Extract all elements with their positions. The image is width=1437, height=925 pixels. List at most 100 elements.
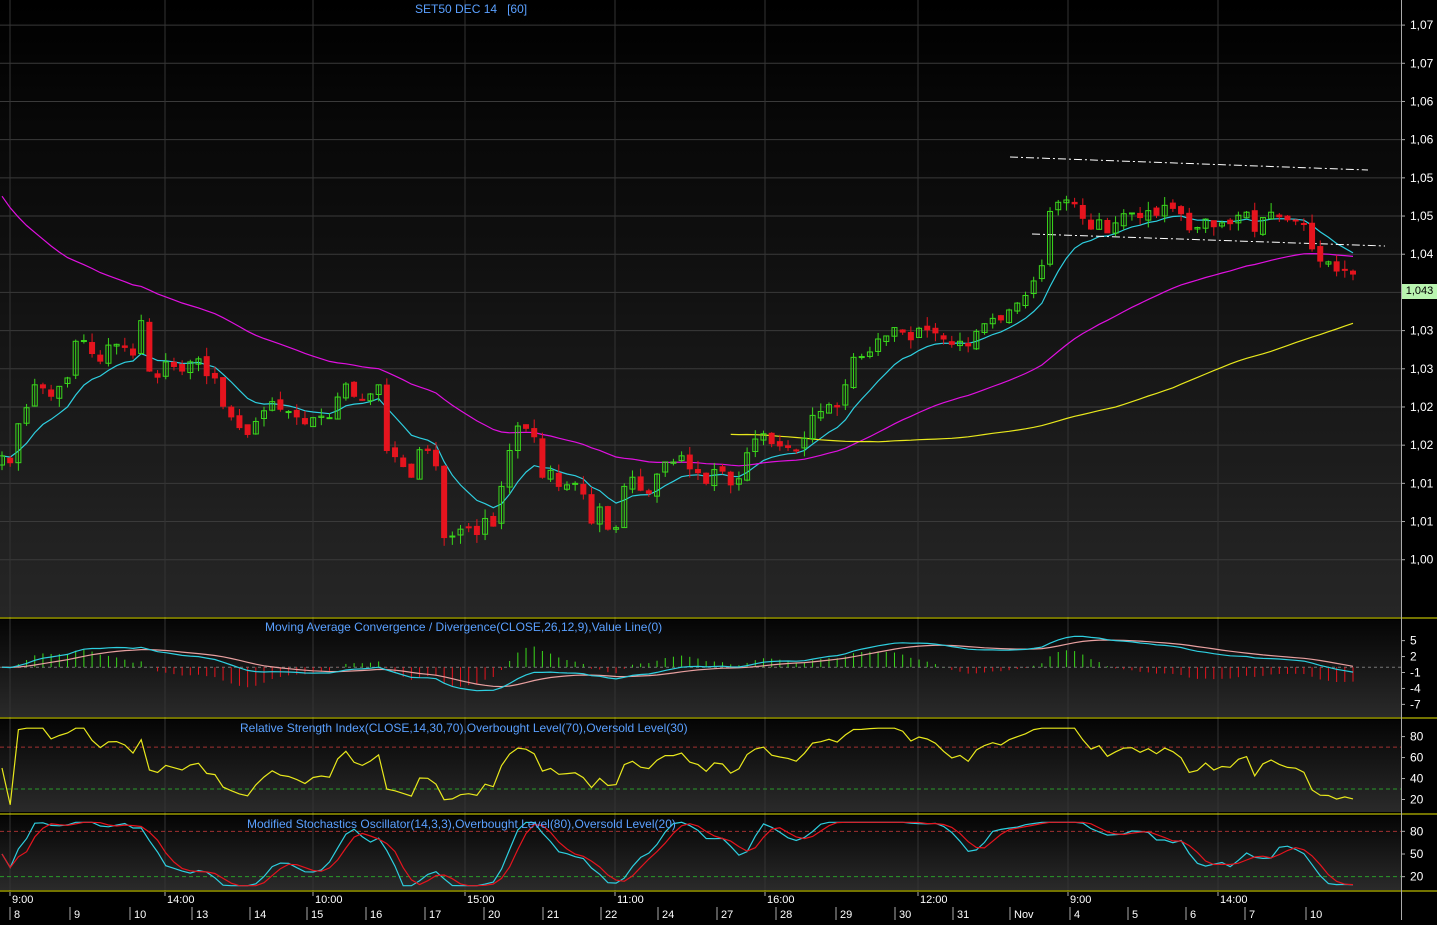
- macd-tick-label: 5: [1410, 634, 1417, 648]
- date-tick-label: 29: [840, 909, 852, 920]
- candle-body: [326, 417, 333, 420]
- candle-body: [719, 466, 726, 472]
- candle-body: [416, 449, 423, 480]
- candle-body: [809, 414, 816, 440]
- candle-body: [1071, 201, 1078, 205]
- date-tick-label: 27: [721, 909, 733, 920]
- candle-body: [907, 332, 914, 341]
- candle-body: [293, 409, 300, 418]
- candle-body: [1128, 212, 1135, 215]
- candle-body: [48, 389, 55, 397]
- rsi-tick-label: 60: [1410, 751, 1424, 765]
- candle-body: [301, 418, 308, 425]
- date-tick-label: 28: [780, 909, 792, 920]
- candle-body: [1112, 222, 1119, 234]
- price-tick-label: 1,05: [1410, 209, 1434, 223]
- date-tick-label: 22: [605, 909, 617, 920]
- candle-body: [711, 469, 718, 487]
- candle-body: [1333, 261, 1340, 272]
- candle-body: [23, 407, 30, 424]
- candle-body: [1259, 217, 1266, 235]
- price-tick-label: 1,03: [1410, 324, 1434, 338]
- candle-body: [1284, 215, 1291, 221]
- date-tick-label: 17: [429, 909, 441, 920]
- symbol-name: SET50 DEC 14: [415, 2, 498, 16]
- candle-body: [596, 506, 603, 525]
- candle-body: [694, 469, 701, 474]
- candle-body: [670, 461, 677, 464]
- price-tick-label: 1,06: [1410, 133, 1434, 147]
- candle-body: [277, 399, 284, 410]
- candle-body: [956, 340, 963, 347]
- candle-body: [15, 423, 22, 464]
- candle-body: [678, 455, 685, 462]
- date-tick-label: 31: [957, 909, 969, 920]
- candle-body: [1022, 294, 1029, 307]
- candle-body: [154, 373, 161, 378]
- price-tick-label: 1,01: [1410, 515, 1434, 529]
- time-tick-label: 10:00: [315, 894, 343, 906]
- candle-body: [318, 415, 325, 418]
- candle-body: [1317, 246, 1324, 262]
- candle-body: [768, 432, 775, 445]
- candle-body: [948, 341, 955, 345]
- candle-body: [629, 476, 636, 490]
- candle-body: [924, 325, 931, 331]
- date-tick-label: 21: [547, 909, 559, 920]
- candle-body: [400, 457, 407, 468]
- candle-body: [580, 484, 587, 495]
- price-tick-label: 1,07: [1410, 56, 1434, 70]
- time-tick-label: 12:00: [920, 894, 948, 906]
- candle-body: [457, 528, 464, 536]
- candle-body: [997, 315, 1004, 321]
- candle-body: [1137, 212, 1144, 219]
- interval-label: [60]: [507, 2, 528, 16]
- date-tick-label: 9: [74, 909, 80, 920]
- date-tick-label: 15: [311, 909, 323, 920]
- time-tick-label: 14:00: [1220, 894, 1248, 906]
- price-tick-label: 1,04: [1410, 247, 1434, 261]
- x-axis-bg: [0, 892, 1401, 920]
- date-tick-label: 14: [254, 909, 266, 920]
- candle-body: [825, 404, 832, 414]
- time-tick-label: 15:00: [467, 894, 495, 906]
- candle-body: [793, 449, 800, 452]
- candle-body: [1169, 202, 1176, 209]
- stoch-tick-label: 80: [1410, 824, 1424, 838]
- candle-body: [1251, 210, 1258, 232]
- stoch-tick-label: 50: [1410, 847, 1424, 861]
- candle-body: [735, 478, 742, 485]
- macd-tick-label: -1: [1410, 666, 1421, 680]
- candle-body: [760, 433, 767, 441]
- candle-body: [1309, 222, 1316, 250]
- rsi-line: [1, 727, 1354, 805]
- candle-body: [113, 343, 120, 347]
- date-tick-label: 8: [14, 909, 20, 920]
- candle-body: [989, 317, 996, 325]
- candle-body: [801, 437, 808, 449]
- candle-body: [1227, 219, 1234, 225]
- candle-body: [64, 377, 71, 384]
- candle-body: [785, 445, 792, 448]
- macd-line: [1, 635, 1354, 692]
- candle-body: [179, 363, 186, 372]
- macd-tick-label: -4: [1410, 681, 1421, 695]
- channel-lower-line: [1031, 233, 1386, 247]
- stoch-tick-label: 20: [1410, 870, 1424, 884]
- candle-body: [121, 345, 128, 348]
- price-tick-label: 1,00: [1410, 553, 1434, 567]
- macd-tick-label: 2: [1410, 650, 1417, 664]
- candle-body: [310, 417, 317, 428]
- rsi-tick-label: 20: [1410, 793, 1424, 807]
- candle-body: [220, 377, 227, 407]
- candle-body: [531, 428, 538, 438]
- candle-body: [1202, 218, 1209, 229]
- candle-body: [1210, 220, 1217, 228]
- candle-body: [441, 465, 448, 539]
- macd-tick-label: -7: [1410, 697, 1421, 711]
- date-tick-label: 6: [1190, 909, 1196, 920]
- candle-body: [613, 527, 620, 530]
- price-tick-label: 1,02: [1410, 400, 1434, 414]
- candle-body: [1006, 309, 1013, 323]
